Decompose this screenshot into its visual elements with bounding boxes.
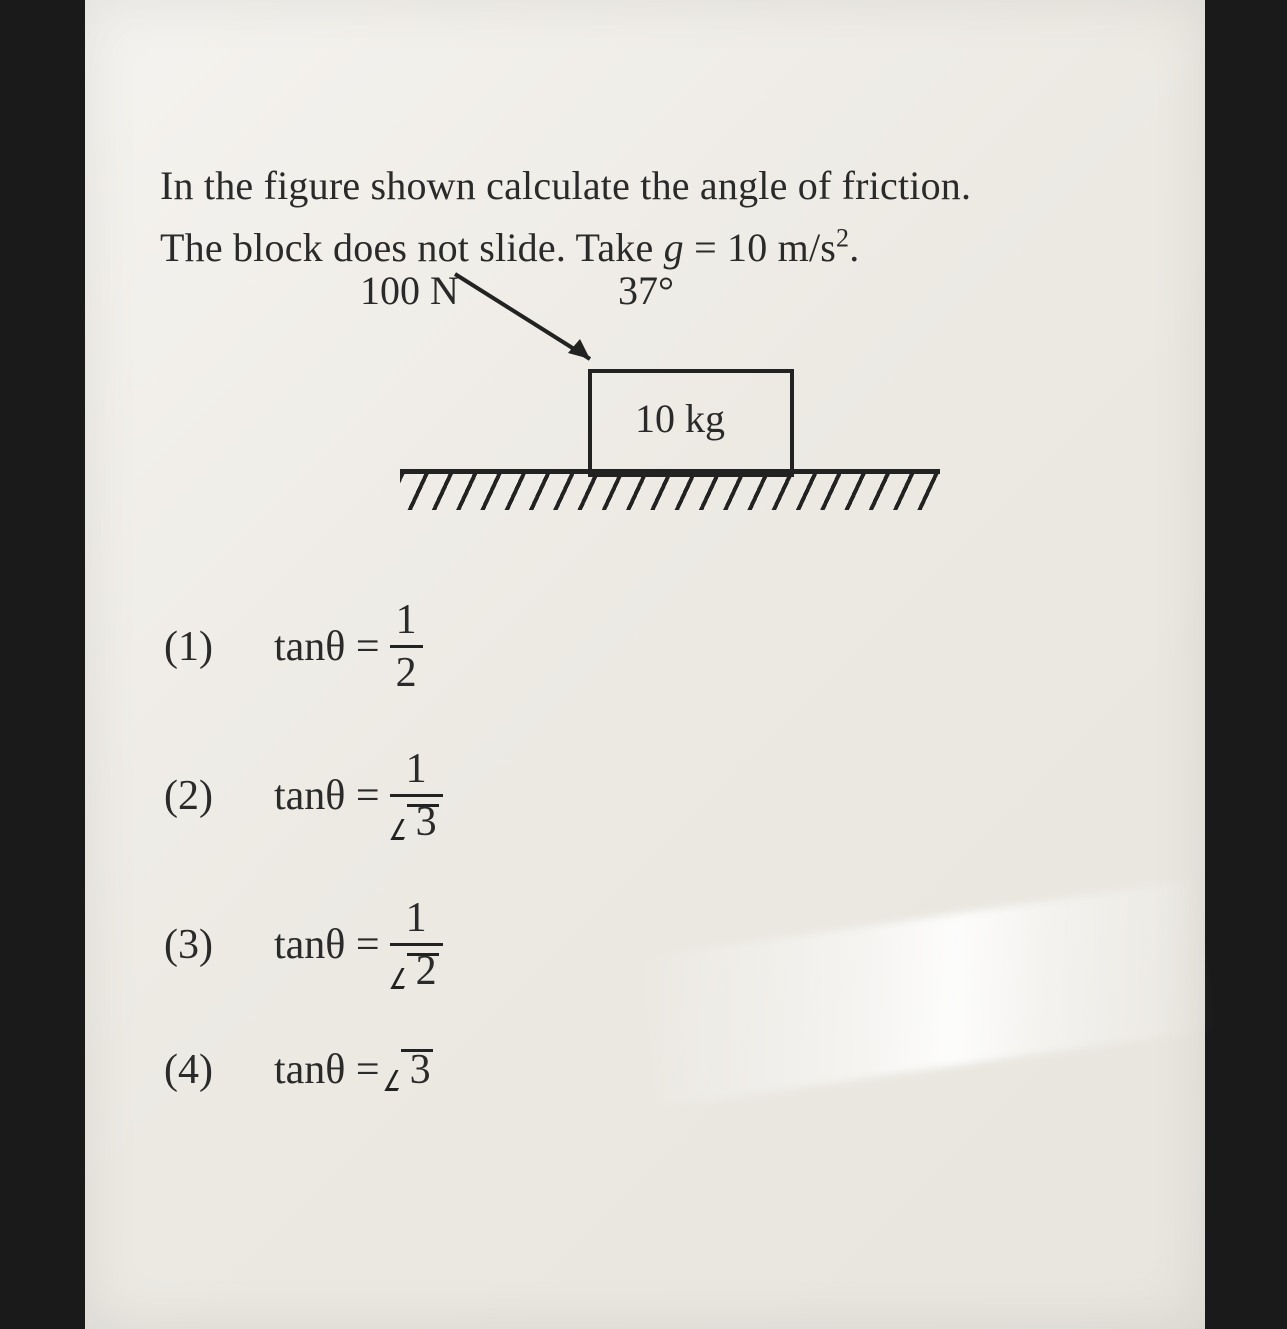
option-1-lhs: tanθ = [274, 623, 380, 671]
q2-eq: = 10 m/s [684, 225, 836, 270]
option-1-top: 1 [390, 599, 423, 645]
option-2-sqrt: 3 [396, 801, 437, 843]
option-4-lhs: tanθ = [274, 1046, 380, 1094]
options: (1) tanθ = 1 2 (2) tanθ = 1 3 (3) [160, 599, 1140, 1094]
mass-label: 10 kg [635, 395, 725, 442]
option-2-frac: 1 3 [390, 748, 443, 843]
option-4-rad: 3 [410, 1047, 431, 1093]
option-2[interactable]: (2) tanθ = 1 3 [164, 748, 1140, 843]
q2-sup: 2 [836, 224, 849, 253]
option-4-num: (4) [164, 1046, 274, 1094]
option-2-bot: 3 [390, 797, 443, 843]
option-3-lhs: tanθ = [274, 921, 380, 969]
q2-dot: . [849, 225, 859, 270]
option-1-bot: 2 [390, 648, 423, 694]
option-1-num: (1) [164, 623, 274, 671]
option-1-frac: 1 2 [390, 599, 423, 694]
option-1[interactable]: (1) tanθ = 1 2 [164, 599, 1140, 694]
option-3-bot: 2 [390, 946, 443, 992]
page: In the figure shown calculate the angle … [85, 0, 1205, 1329]
option-2-lhs: tanθ = [274, 772, 380, 820]
option-4-sqrt: 3 [390, 1046, 431, 1094]
diagram: 100 N 37° 10 kg [310, 291, 990, 551]
ground-hatch [400, 474, 940, 510]
force-arrow [440, 259, 640, 379]
question-line-1: In the figure shown calculate the angle … [160, 155, 1140, 217]
option-3-sqrt: 2 [396, 950, 437, 992]
option-3[interactable]: (3) tanθ = 1 2 [164, 897, 1140, 992]
option-3-num: (3) [164, 921, 274, 969]
content: In the figure shown calculate the angle … [160, 155, 1140, 1148]
option-2-rad: 3 [416, 799, 437, 845]
option-2-num: (2) [164, 772, 274, 820]
ground [400, 469, 940, 511]
g-symbol: g [664, 225, 684, 270]
arrow-line [455, 274, 590, 359]
option-3-rad: 2 [416, 948, 437, 994]
option-3-top: 1 [400, 897, 433, 943]
option-3-frac: 1 2 [390, 897, 443, 992]
option-2-top: 1 [400, 748, 433, 794]
option-4[interactable]: (4) tanθ = 3 [164, 1046, 1140, 1094]
